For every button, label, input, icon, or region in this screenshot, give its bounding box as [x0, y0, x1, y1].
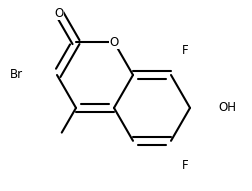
- Text: F: F: [182, 44, 188, 57]
- Text: O: O: [109, 36, 119, 49]
- Text: Br: Br: [10, 69, 23, 82]
- Text: OH: OH: [218, 101, 236, 114]
- Text: O: O: [55, 7, 64, 20]
- Text: F: F: [182, 159, 188, 172]
